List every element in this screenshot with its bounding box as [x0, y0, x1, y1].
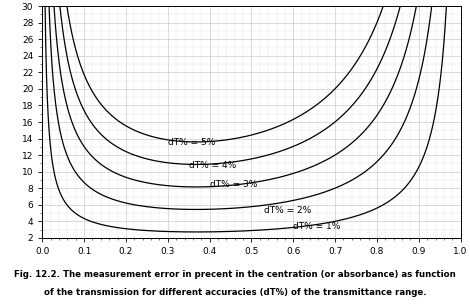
- Text: dT% = 3%: dT% = 3%: [210, 181, 257, 189]
- Text: dT% = 4%: dT% = 4%: [188, 160, 236, 170]
- Text: Fig. 12.2. The measurement error in precent in the centration (or absorbance) as: Fig. 12.2. The measurement error in prec…: [14, 270, 456, 279]
- Text: of the transmission for different accuracies (dT%) of the transmittance range.: of the transmission for different accura…: [44, 288, 426, 297]
- Text: dT% = 1%: dT% = 1%: [293, 222, 341, 231]
- Text: dT% = 5%: dT% = 5%: [168, 138, 215, 147]
- Text: dT% = 2%: dT% = 2%: [264, 206, 311, 215]
